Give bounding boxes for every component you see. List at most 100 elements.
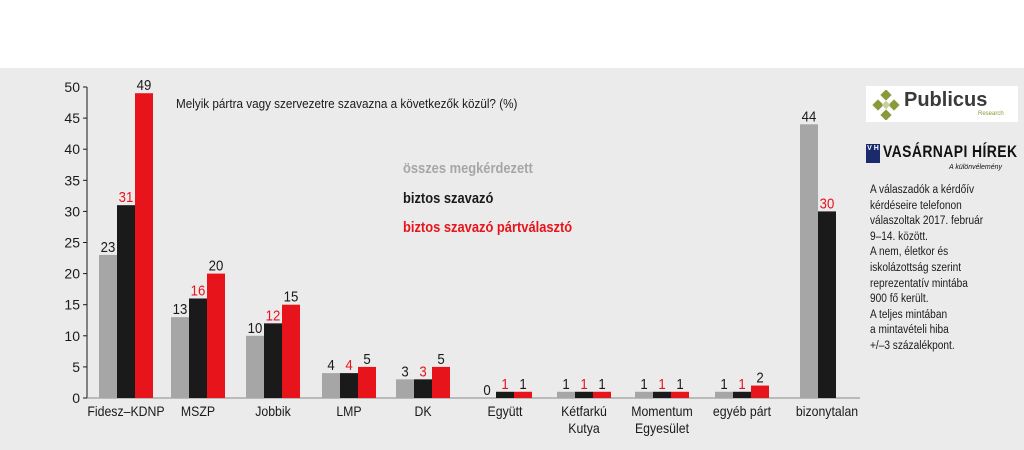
bar-2 [340, 373, 358, 398]
category-label: Együtt [488, 403, 523, 419]
bar-1 [635, 391, 653, 398]
category-label: Kétfarkú [561, 403, 607, 419]
note-line: A válaszadók a kérdőív [870, 184, 975, 196]
category-label: Jobbik [255, 403, 291, 419]
y-tick-label: 20 [64, 266, 80, 282]
bar-3 [751, 385, 769, 398]
data-label: 23 [101, 238, 116, 255]
data-label: 10 [248, 319, 263, 336]
bar-3 [593, 391, 611, 398]
y-tick-label: 45 [64, 110, 80, 126]
data-label: 30 [820, 195, 835, 212]
data-label: 31 [119, 188, 134, 205]
data-label: 5 [437, 350, 444, 367]
bar-1 [557, 391, 575, 398]
vh-badge-icon: V H [866, 144, 880, 163]
note-line: A teljes mintában [870, 308, 948, 321]
publicus-logo-subtitle: Research [978, 111, 1004, 117]
bar-2 [189, 298, 207, 398]
bar-2 [818, 211, 836, 398]
category-label: LMP [336, 403, 362, 419]
bar-3 [282, 304, 300, 398]
bar-3 [207, 273, 225, 398]
category-label: Momentum [631, 403, 693, 419]
data-label: 3 [401, 363, 408, 380]
data-label: 4 [327, 356, 334, 373]
bar-2 [653, 391, 671, 398]
note-line: iskolázottság szerint [870, 261, 962, 274]
data-label: 13 [173, 300, 188, 317]
data-label: 1 [562, 375, 569, 392]
y-tick-label: 5 [72, 359, 80, 375]
data-label: 1 [640, 375, 647, 392]
y-tick-label: 25 [64, 235, 80, 251]
category-label: MSZP [181, 403, 215, 419]
bar-3 [671, 391, 689, 398]
bar-1 [800, 124, 818, 398]
y-tick-label: 0 [72, 390, 80, 406]
bar-1 [322, 373, 340, 398]
category-label: egyéb párt [713, 403, 771, 419]
note-line: kérdéseire telefonon [870, 199, 962, 212]
data-label: 5 [363, 350, 370, 367]
note-line: a mintavételi hiba [870, 324, 949, 337]
data-label: 20 [209, 257, 224, 274]
bar-2 [496, 391, 514, 398]
bar-2 [264, 323, 282, 398]
legend-item-all-respondents: összes megkérdezett [403, 160, 533, 177]
bar-1 [171, 317, 189, 398]
vasarnapi-hirek-logo: V H VASÁRNAPI HÍREK A különvélemény [866, 142, 1018, 172]
bar-2 [733, 391, 751, 398]
data-label: 4 [345, 356, 352, 373]
y-tick-label: 10 [64, 328, 80, 344]
chart-panel [0, 68, 1024, 450]
publicus-diamond-icon [872, 90, 900, 120]
data-label: 3 [419, 363, 426, 380]
bar-2 [117, 205, 135, 398]
bar-2 [414, 379, 432, 398]
publicus-logo: Publicus Research [866, 86, 1018, 122]
note-line: +/–3 százalékpont. [870, 339, 955, 352]
bar-1 [99, 254, 117, 398]
data-label: 1 [501, 375, 508, 392]
bar-3 [432, 366, 450, 398]
note-line: reprezentatív mintába [870, 277, 968, 290]
data-label: 1 [580, 375, 587, 392]
note-line: 900 fő került. [870, 293, 929, 306]
category-label: Egyesület [635, 420, 689, 436]
bar-1 [396, 379, 414, 398]
data-label: 44 [802, 108, 817, 125]
data-label: 12 [266, 307, 281, 324]
y-tick-label: 50 [64, 79, 80, 95]
bar-3 [135, 93, 153, 398]
data-label: 1 [598, 375, 605, 392]
bar-1 [246, 335, 264, 398]
y-tick-label: 30 [64, 203, 80, 219]
data-label: 15 [284, 288, 299, 305]
category-label: DK [414, 403, 431, 419]
y-tick-label: 15 [64, 297, 80, 313]
vh-logo-subtitle: A különvélemény [949, 164, 1003, 171]
category-label: Fidesz–KDNP [87, 403, 164, 419]
legend-item-certain-voters: biztos szavazó [403, 190, 494, 207]
data-label: 1 [720, 375, 727, 392]
legend-item-certain-voters-with-party: biztos szavazó pártválasztó [403, 219, 573, 236]
category-label: bizonytalan [796, 403, 858, 419]
data-label: 16 [191, 282, 206, 299]
bar-1 [715, 391, 733, 398]
y-tick-label: 40 [64, 141, 80, 157]
bar-2 [575, 391, 593, 398]
methodology-note: A válaszadók a kérdőív kérdéseire telefo… [870, 183, 1002, 355]
note-line: 9–14. között. [870, 230, 928, 243]
data-label: 1 [738, 375, 745, 392]
data-label: 1 [519, 375, 526, 392]
bar-3 [514, 391, 532, 398]
data-label: 2 [756, 369, 763, 386]
data-label: 49 [137, 76, 152, 93]
data-label: 1 [676, 375, 683, 392]
bar-3 [358, 366, 376, 398]
note-line: válaszoltak 2017. február [870, 215, 984, 228]
publicus-logo-text: Publicus [904, 89, 988, 111]
note-line: A nem, életkor és [870, 246, 949, 259]
